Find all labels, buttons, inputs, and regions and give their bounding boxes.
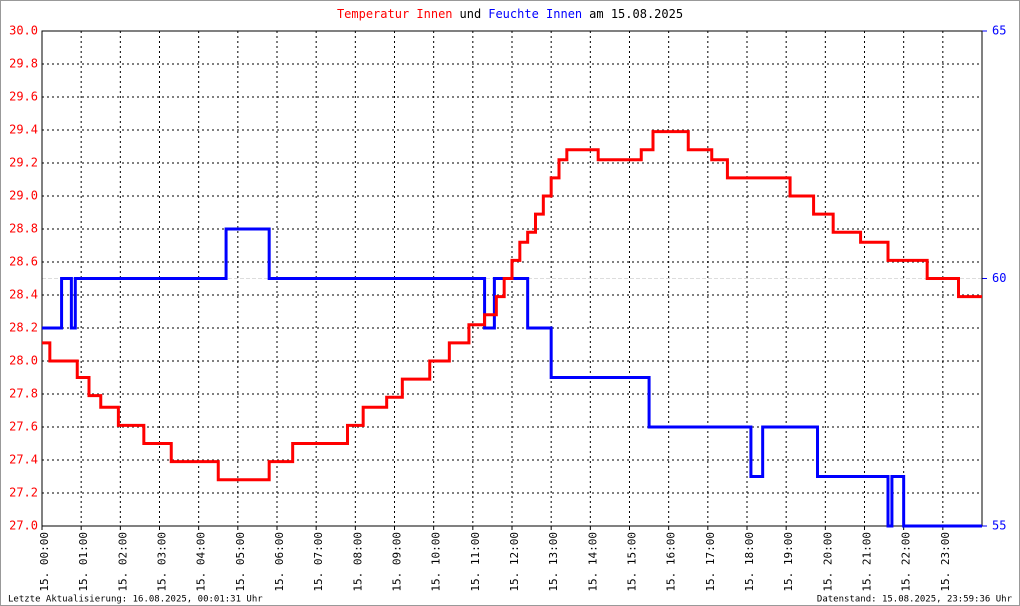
footer-left: Letzte Aktualisierung: 16.08.2025, 00:01… bbox=[8, 595, 263, 605]
y-tick-label: 29.8 bbox=[9, 57, 38, 71]
title-part: am 15.08.2025 bbox=[589, 7, 683, 21]
title-part: und bbox=[460, 7, 482, 21]
data-line bbox=[42, 227, 982, 528]
y-tick-label: 27.8 bbox=[9, 387, 38, 401]
x-tick-label: 15. 06:00 bbox=[273, 532, 286, 592]
y-tick-label: 28.6 bbox=[9, 255, 38, 269]
footer-right: Datenstand: 15.08.2025, 23:59:36 Uhr bbox=[817, 595, 1013, 605]
x-tick-label: 15. 20:00 bbox=[821, 532, 834, 592]
x-tick-label: 15. 10:00 bbox=[430, 532, 443, 592]
x-tick-label: 15. 18:00 bbox=[743, 532, 756, 592]
x-tick-label: 15. 04:00 bbox=[195, 532, 208, 592]
y-tick-label: 29.2 bbox=[9, 156, 38, 170]
title-part: Temperatur Innen bbox=[337, 7, 453, 21]
y2-tick-label: 55 bbox=[992, 519, 1006, 533]
x-tick-label: 15. 13:00 bbox=[547, 532, 560, 592]
x-tick-label: 15. 15:00 bbox=[626, 532, 639, 592]
x-tick-label: 15. 01:00 bbox=[77, 532, 90, 592]
x-tick-label: 15. 07:00 bbox=[312, 532, 325, 592]
y-tick-label: 27.0 bbox=[9, 519, 38, 533]
y-tick-label: 29.6 bbox=[9, 90, 38, 104]
y-tick-label: 28.2 bbox=[9, 321, 38, 335]
data-line bbox=[42, 130, 982, 482]
y-tick-label: 29.4 bbox=[9, 123, 38, 137]
x-tick-label: 15. 08:00 bbox=[351, 532, 364, 592]
y2-tick-label: 65 bbox=[992, 24, 1006, 38]
y-tick-label: 29.0 bbox=[9, 189, 38, 203]
chart-title: Temperatur Innen und Feuchte Innen am 15.08… bbox=[337, 7, 683, 21]
x-tick-label: 15. 17:00 bbox=[704, 532, 717, 592]
y-tick-label: 28.0 bbox=[9, 354, 38, 368]
y-tick-label: 28.8 bbox=[9, 222, 38, 236]
x-tick-label: 15. 03:00 bbox=[156, 532, 169, 592]
y-tick-label: 27.6 bbox=[9, 420, 38, 434]
plot-frame bbox=[41, 30, 983, 527]
x-tick-label: 15. 11:00 bbox=[469, 532, 482, 592]
x-tick-label: 15. 19:00 bbox=[782, 532, 795, 592]
x-tick-label: 15. 23:00 bbox=[939, 532, 952, 592]
x-tick-label: 15. 02:00 bbox=[116, 532, 129, 592]
title-part: Feuchte Innen bbox=[488, 7, 582, 21]
x-tick-label: 15. 16:00 bbox=[665, 532, 678, 592]
x-tick-label: 15. 21:00 bbox=[861, 532, 874, 592]
x-tick-label: 15. 05:00 bbox=[234, 532, 247, 592]
x-tick-label: 15. 14:00 bbox=[586, 532, 599, 592]
x-tick-label: 15. 12:00 bbox=[508, 532, 521, 592]
y-tick-label: 27.2 bbox=[9, 486, 38, 500]
y2-tick-label: 60 bbox=[992, 271, 1006, 285]
y-tick-label: 30.0 bbox=[9, 24, 38, 38]
y-tick-label: 28.4 bbox=[9, 288, 38, 302]
x-tick-label: 15. 00:00 bbox=[38, 532, 51, 592]
x-tick-label: 15. 22:00 bbox=[900, 532, 913, 592]
y-tick-label: 27.4 bbox=[9, 453, 38, 467]
x-tick-label: 15. 09:00 bbox=[391, 532, 404, 592]
